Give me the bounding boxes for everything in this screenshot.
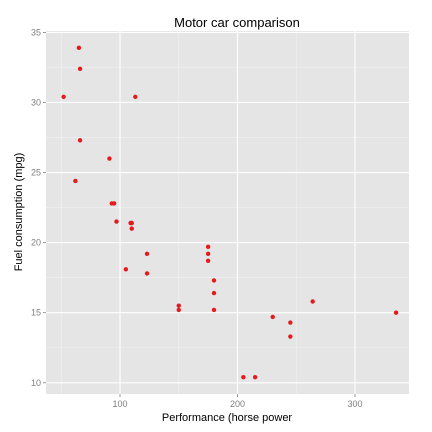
data-point (205, 258, 211, 264)
y-tick-label: 30 (31, 97, 41, 107)
data-point (241, 374, 246, 380)
data-point (61, 94, 66, 100)
data-point (144, 251, 150, 257)
plot-panel-background (46, 31, 409, 394)
x-tick-label: 100 (112, 399, 127, 409)
data-point (73, 178, 78, 184)
data-point (211, 307, 217, 313)
data-point (107, 156, 112, 161)
y-axis: 10 15 20 25 30 35 (31, 27, 46, 388)
data-point (76, 45, 82, 51)
data-point (123, 267, 129, 272)
data-point (144, 271, 150, 276)
y-tick-label: 35 (31, 27, 41, 37)
data-points (61, 45, 399, 380)
plot-panel (46, 31, 409, 394)
data-point (205, 251, 211, 257)
x-tick-label: 300 (347, 399, 362, 409)
x-axis: 100 200 300 (112, 394, 362, 409)
y-tick-label: 20 (31, 238, 41, 248)
y-tick-label: 10 (31, 378, 41, 388)
data-point (205, 244, 211, 250)
data-point (288, 334, 293, 339)
chart-title: Motor car comparison (174, 15, 300, 30)
data-point (288, 320, 293, 325)
data-point (211, 278, 217, 283)
data-point (176, 303, 181, 308)
data-point (114, 219, 119, 224)
data-point (310, 299, 315, 304)
y-tick-label: 25 (31, 168, 41, 178)
data-point (129, 220, 134, 226)
data-point (133, 94, 138, 100)
data-point (111, 201, 117, 206)
major-gridlines (46, 31, 409, 394)
minor-gridlines (46, 31, 409, 394)
data-point (129, 226, 134, 231)
y-axis-title: Fuel consumption (mpg) (13, 153, 25, 272)
data-point (77, 66, 83, 72)
data-point (252, 374, 258, 380)
x-tick-label: 200 (230, 399, 245, 409)
data-point (270, 314, 275, 320)
data-point (77, 138, 83, 143)
data-point (176, 307, 181, 313)
data-point (393, 310, 399, 315)
y-tick-label: 15 (31, 308, 41, 318)
data-point (211, 290, 217, 296)
x-axis-title: Performance (horse power (162, 412, 293, 424)
